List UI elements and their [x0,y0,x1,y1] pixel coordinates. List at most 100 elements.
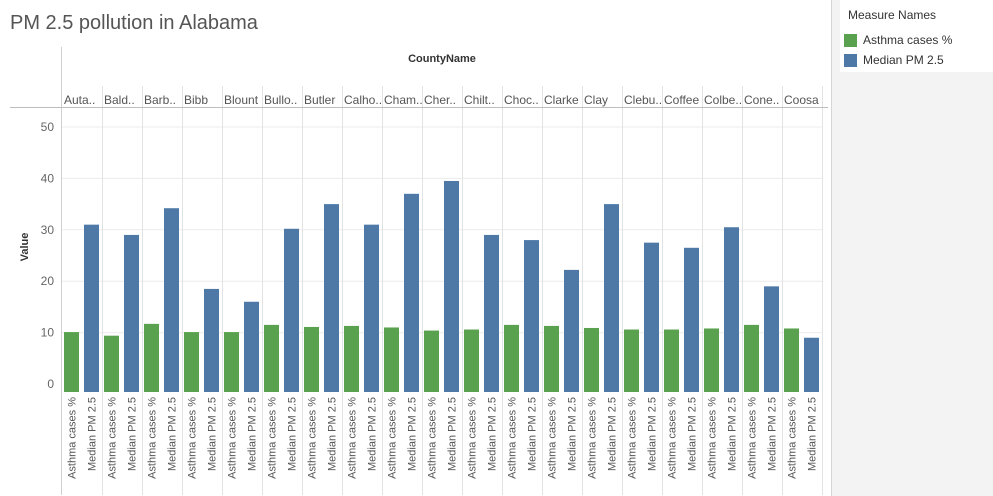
x-tick-label: Median PM 2.5 [527,397,539,471]
county-header-label: Butler [304,93,335,107]
bar-median-pm-15 [684,247,699,392]
county-header-label: Choc.. [504,93,539,107]
x-tick-label: Median PM 2.5 [487,397,499,471]
bar-asthma-10 [464,329,479,392]
x-tick-label: Asthma cases % [547,397,559,479]
bar-median-pm-13 [604,204,619,392]
county-header-label: Chilt.. [464,93,495,107]
county-header-label: Coffee [664,93,699,107]
legend-label-asthma: Asthma cases % [863,33,953,47]
county-header-label: Auta.. [64,93,95,107]
x-tick-label: Median PM 2.5 [207,397,219,471]
bars [64,180,819,392]
bar-asthma-3 [184,332,199,392]
bar-asthma-17 [744,324,759,392]
bar-median-pm-9 [444,180,459,392]
x-tick-label: Median PM 2.5 [167,397,179,471]
x-tick-label: Asthma cases % [747,397,759,479]
x-tick-label: Asthma cases % [707,397,719,479]
bar-asthma-8 [384,327,399,392]
x-tick-label: Median PM 2.5 [287,397,299,471]
legend-swatch-median-pm [844,54,857,67]
y-tick-label: 20 [41,274,55,288]
x-axis-measure-labels: Asthma cases % Median PM 2.5 Asthma cases … [67,397,819,479]
x-tick-label: Median PM 2.5 [327,397,339,471]
bar-median-pm-4 [244,301,259,392]
x-tick-label: Asthma cases % [227,397,239,479]
county-header-label: Cher.. [424,93,456,107]
y-axis-label: Value [19,233,31,262]
x-tick-label: Median PM 2.5 [767,397,779,471]
bar-median-pm-14 [644,242,659,392]
bar-median-pm-6 [324,204,339,392]
bar-median-pm-3 [204,288,219,392]
legend: Measure Names Asthma cases % Median PM 2… [840,0,993,72]
chart-title: PM 2.5 pollution in Alabama [10,12,258,34]
bar-median-pm-18 [804,337,819,392]
x-tick-label: Median PM 2.5 [687,397,699,471]
y-tick-label: 40 [41,171,55,185]
bar-median-pm-0 [84,224,99,392]
bar-asthma-1 [104,335,119,392]
bar-median-pm-1 [124,234,139,392]
county-header-row: Auta.. Bald.. Barb.. Bibb Blount Bullo.. Butle… [10,93,828,108]
county-header-label: Coosa [784,93,819,107]
x-tick-label: Asthma cases % [187,397,199,479]
gridlines [61,47,823,495]
x-tick-label: Asthma cases % [427,397,439,479]
x-tick-label: Median PM 2.5 [607,397,619,471]
x-tick-label: Median PM 2.5 [407,397,419,471]
county-header-label: Colbe.. [704,93,742,107]
x-tick-label: Asthma cases % [307,397,319,479]
bar-asthma-18 [784,328,799,392]
x-tick-label: Asthma cases % [107,397,119,479]
county-header-label: Clarke [544,93,579,107]
county-header-label: Calho.. [344,93,382,107]
county-header-label: Clay [584,93,608,107]
chart-area: CountyName Value Auta.. Bald.. Barb.. Bibb B… [10,47,828,495]
bar-asthma-7 [344,325,359,392]
x-tick-label: Asthma cases % [387,397,399,479]
county-header-label: Clebu.. [624,93,662,107]
x-tick-label: Asthma cases % [67,397,79,479]
x-tick-label: Asthma cases % [787,397,799,479]
bar-asthma-15 [664,329,679,392]
bar-asthma-5 [264,324,279,392]
y-tick-label: 10 [41,326,55,340]
x-tick-label: Asthma cases % [147,397,159,479]
bar-asthma-12 [544,325,559,392]
county-header-label: Barb.. [144,93,176,107]
x-tick-label: Asthma cases % [667,397,679,479]
bar-asthma-6 [304,326,319,392]
bar-median-pm-5 [284,228,299,392]
bar-asthma-16 [704,328,719,392]
bar-asthma-9 [424,330,439,392]
bar-median-pm-7 [364,224,379,392]
header-title: CountyName [408,53,476,65]
x-tick-label: Asthma cases % [267,397,279,479]
x-tick-label: Median PM 2.5 [807,397,819,471]
bar-median-pm-16 [724,227,739,392]
x-tick-label: Asthma cases % [507,397,519,479]
x-tick-label: Median PM 2.5 [647,397,659,471]
bar-asthma-13 [584,327,599,392]
legend-swatch-asthma [844,34,857,47]
x-tick-label: Asthma cases % [467,397,479,479]
x-tick-label: Median PM 2.5 [567,397,579,471]
x-tick-label: Median PM 2.5 [447,397,459,471]
x-tick-label: Asthma cases % [587,397,599,479]
bar-median-pm-10 [484,234,499,392]
bar-median-pm-11 [524,240,539,392]
x-tick-label: Asthma cases % [627,397,639,479]
county-header-label: Blount [224,93,259,107]
bar-median-pm-8 [404,193,419,392]
x-tick-label: Median PM 2.5 [87,397,99,471]
x-tick-label: Median PM 2.5 [367,397,379,471]
bar-asthma-14 [624,329,639,392]
y-axis-ticks: 0 10 20 30 40 50 [41,120,55,391]
bar-median-pm-17 [764,286,779,392]
bar-asthma-4 [224,332,239,392]
legend-title: Measure Names [848,8,937,22]
x-tick-label: Median PM 2.5 [727,397,739,471]
bar-median-pm-2 [164,208,179,392]
